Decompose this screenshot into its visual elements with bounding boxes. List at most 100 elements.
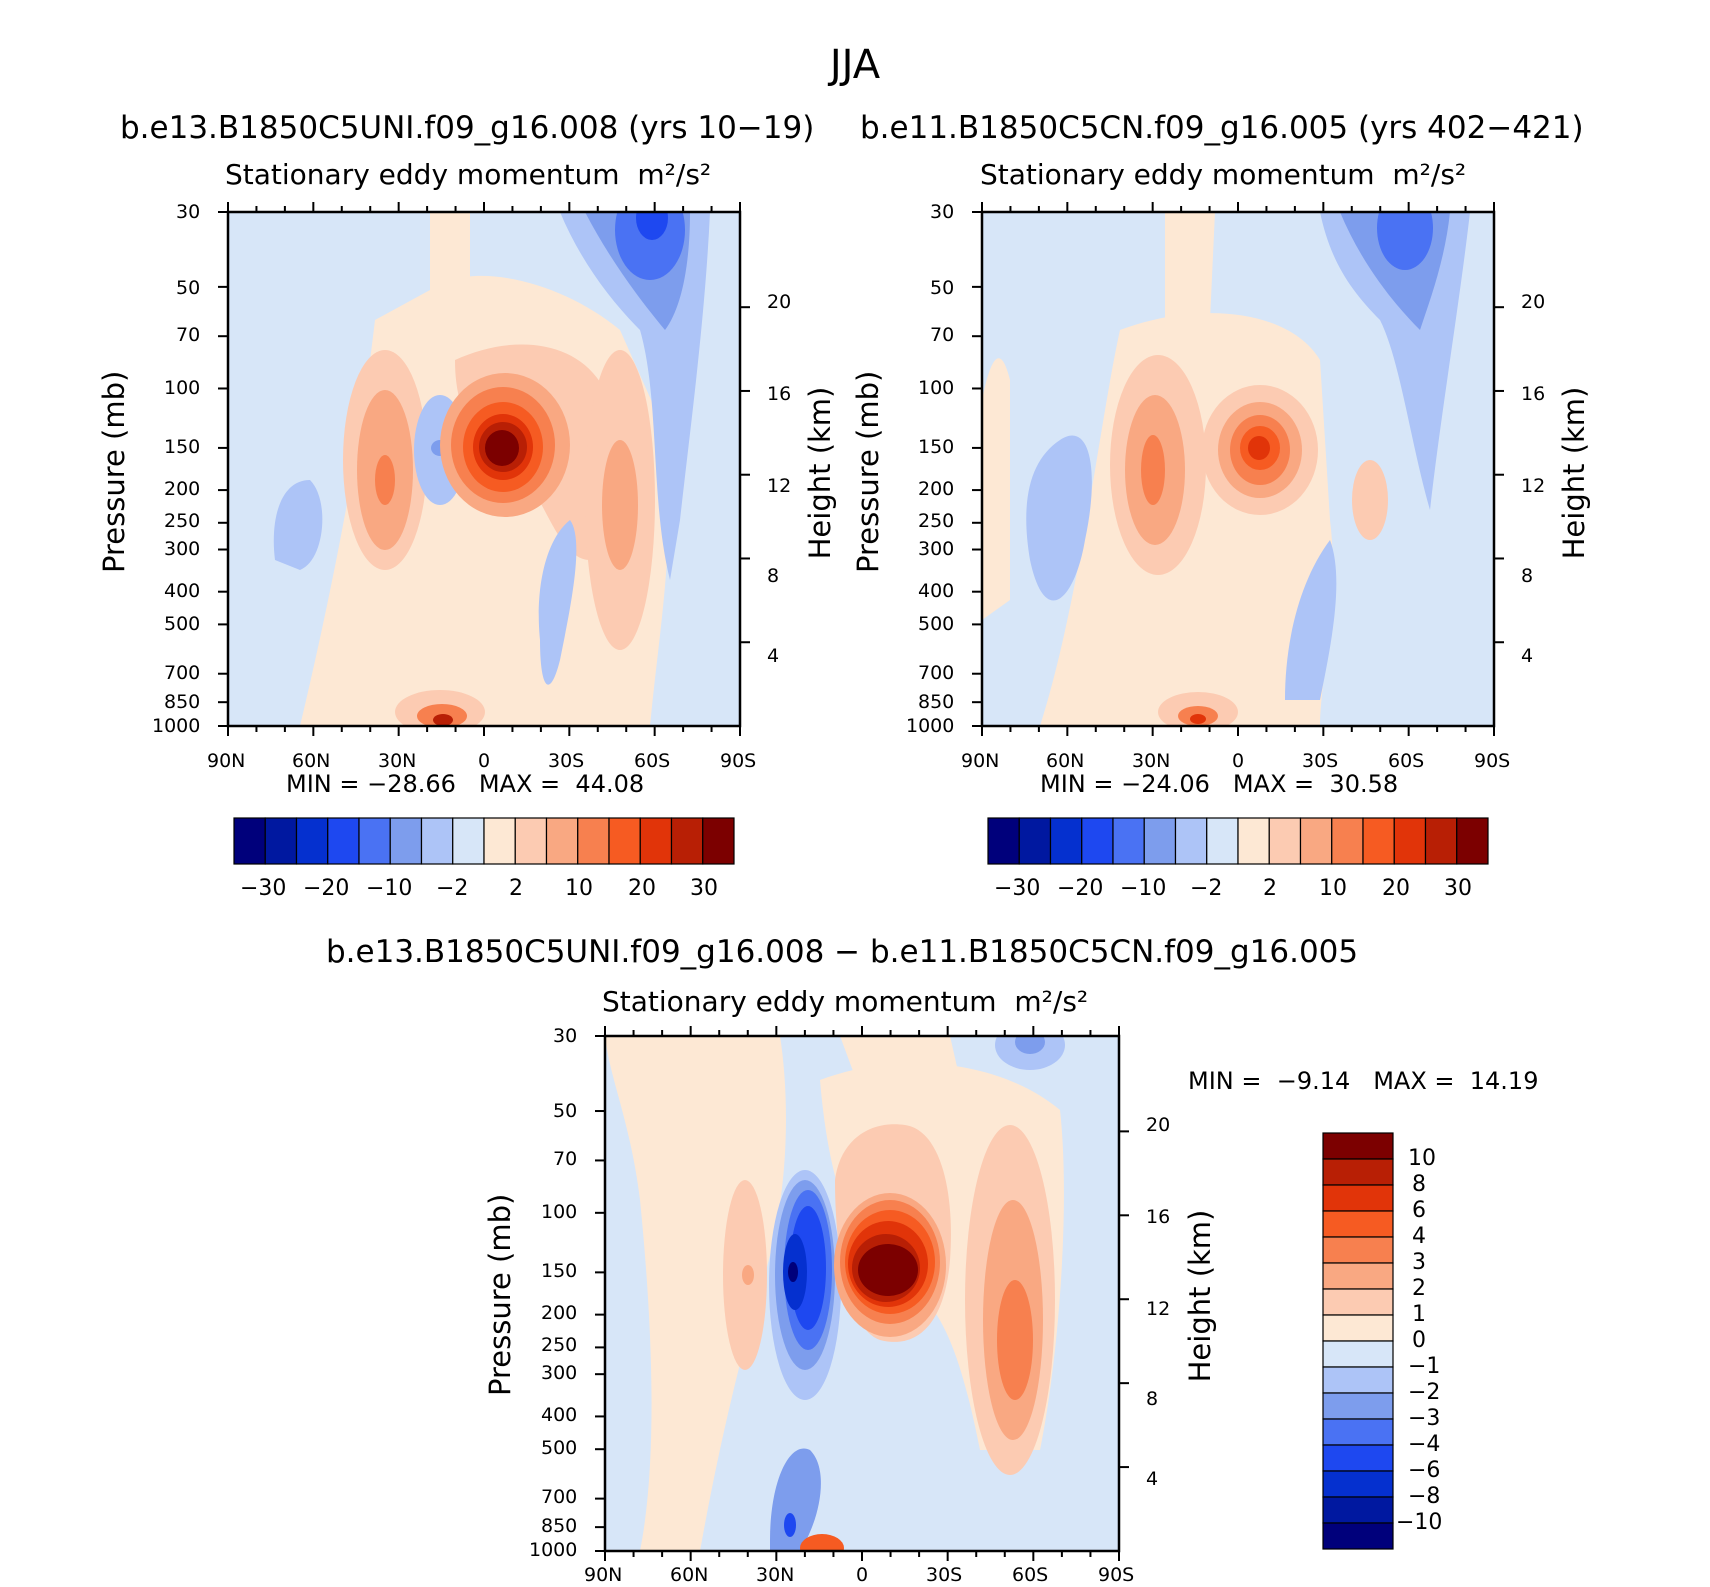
case-colorbar-label: 10 — [565, 876, 593, 901]
diff-colorbar-label: −8 — [1408, 1484, 1441, 1509]
control-y-tick: 200 — [918, 478, 955, 500]
control-min-value: −24.06 — [1121, 770, 1210, 798]
diff-y-tick: 850 — [541, 1515, 578, 1537]
colorbar-swatch — [1322, 1184, 1394, 1212]
colorbar-swatch — [987, 817, 1020, 865]
control-colorbar-label: 30 — [1444, 876, 1472, 901]
case-colorbar-label: 20 — [628, 876, 656, 901]
diff-x-tick: 60N — [670, 1564, 709, 1586]
colorbar-swatch — [1237, 817, 1270, 865]
control-y-tick: 150 — [918, 436, 955, 458]
control-plot-units: m²/s² — [1392, 158, 1467, 191]
diff-stats: MIN = −9.14 MAX = 14.19 — [1188, 1067, 1538, 1095]
diff-contour-equator-max — [858, 1244, 918, 1296]
diff-y-tick: 300 — [541, 1362, 578, 1384]
case-x-tick: 30S — [548, 750, 585, 772]
control-contour-surface-hotspot-max — [1190, 714, 1206, 724]
diff-colorbar-label: 0 — [1412, 1328, 1426, 1353]
control-max-value: 30.58 — [1329, 770, 1399, 798]
colorbar-swatch — [1456, 817, 1489, 865]
diff-y-tick: 50 — [553, 1100, 578, 1122]
diff-plot-title: Stationary eddy momentum m²/s² — [602, 985, 1088, 1018]
colorbar-swatch — [1393, 817, 1427, 865]
control-contour-45s-lobe — [1352, 460, 1388, 540]
diff-min-label: MIN = — [1188, 1067, 1262, 1095]
diff-contour-25n-min — [788, 1262, 798, 1282]
case-y2-tick: 12 — [767, 475, 792, 497]
diff-plot-title-text: Stationary eddy momentum — [602, 985, 997, 1018]
diff-colorbar-label: −2 — [1408, 1380, 1441, 1405]
case-y-tick: 1000 — [152, 715, 201, 737]
diff-colorbar-label: 8 — [1412, 1172, 1426, 1197]
case-y-tick: 500 — [164, 613, 201, 635]
case-colorbar-label: −30 — [240, 876, 287, 901]
control-y2-tick: 8 — [1521, 565, 1534, 587]
colorbar-swatch — [1018, 817, 1052, 865]
case-contour-positive-upper — [430, 212, 470, 320]
colorbar-swatch — [1424, 817, 1458, 865]
case-contour-30n-core-max — [375, 455, 395, 505]
control-run-title: b.e11.B1850C5CN.f09_g16.005 (yrs 402−421… — [860, 110, 1584, 146]
case-contour-equator-max — [485, 430, 519, 466]
case-y-tick: 70 — [176, 324, 201, 346]
diff-y2-tick: 12 — [1146, 1298, 1171, 1320]
diff-y2-tick: 4 — [1146, 1468, 1159, 1490]
control-x-tick: 90S — [1474, 750, 1511, 772]
case-y-tick: 150 — [164, 436, 201, 458]
diff-run-title: b.e13.B1850C5UNI.f09_g16.008 − b.e11.B18… — [326, 934, 1359, 970]
diff-y-tick: 1000 — [529, 1539, 578, 1561]
diff-y-tick: 250 — [541, 1334, 578, 1356]
colorbar-swatch — [1322, 1158, 1394, 1186]
case-stats: MIN = −28.66 MAX = 44.08 — [286, 770, 644, 798]
colorbar-swatch — [1081, 817, 1114, 865]
diff-contour-fills — [605, 1036, 1119, 1551]
case-x-tick: 0 — [478, 750, 491, 772]
case-run-title: b.e13.B1850C5UNI.f09_g16.008 (yrs 10−19) — [120, 110, 815, 146]
control-x-tick: 60S — [1388, 750, 1425, 772]
colorbar-swatch — [1174, 817, 1208, 865]
colorbar-swatch — [1322, 1444, 1394, 1472]
control-y-tick: 400 — [918, 580, 955, 602]
colorbar-swatch — [702, 817, 735, 865]
colorbar-swatch — [1322, 1392, 1394, 1420]
diff-plot-units: m²/s² — [1014, 985, 1089, 1018]
diff-y-tick: 500 — [541, 1437, 578, 1459]
diff-x-tick: 90N — [584, 1564, 623, 1586]
colorbar-swatch — [1322, 1522, 1394, 1550]
diff-axis-ticks — [595, 1026, 1129, 1561]
case-y-tick: 30 — [176, 201, 201, 223]
case-y-tick: 300 — [164, 538, 201, 560]
colorbar-swatch — [1322, 1314, 1394, 1342]
diff-x-tick: 30S — [926, 1564, 963, 1586]
diff-colorbar-label: 2 — [1412, 1276, 1426, 1301]
diff-y2-tick: 16 — [1146, 1206, 1171, 1228]
control-axis-ticks — [972, 202, 1504, 736]
case-y-tick: 400 — [164, 580, 201, 602]
control-x-tick: 90N — [961, 750, 1000, 772]
control-colorbar-label: 2 — [1263, 876, 1277, 901]
case-x-tick: 30N — [378, 750, 417, 772]
control-y-tick: 500 — [918, 613, 955, 635]
diff-colorbar-label: 3 — [1412, 1250, 1426, 1275]
case-plot-title: Stationary eddy momentum m²/s² — [225, 158, 711, 191]
diff-colorbar-label: −10 — [1396, 1510, 1443, 1535]
control-plot-title-text: Stationary eddy momentum — [980, 158, 1375, 191]
diff-y-tick: 30 — [553, 1025, 578, 1047]
diff-min-value: −9.14 — [1276, 1067, 1351, 1095]
diff-colorbar-label: −6 — [1408, 1458, 1441, 1483]
control-plot-title: Stationary eddy momentum m²/s² — [980, 158, 1466, 191]
case-colorbar-label: −2 — [436, 876, 469, 901]
control-max-label: MAX = — [1232, 770, 1315, 798]
control-x-tick: 0 — [1232, 750, 1245, 772]
colorbar-swatch — [545, 817, 579, 865]
case-contour-60s-negative-3 — [615, 212, 685, 280]
diff-colorbar-label: 4 — [1412, 1224, 1426, 1249]
colorbar-swatch — [639, 817, 673, 865]
diff-colorbar-label: −4 — [1408, 1432, 1441, 1457]
case-x-tick: 60S — [634, 750, 671, 772]
control-x-tick: 30N — [1132, 750, 1171, 772]
case-colorbar-label: −20 — [303, 876, 350, 901]
control-colorbar-label: −2 — [1190, 876, 1223, 901]
control-stats: MIN = −24.06 MAX = 30.58 — [1040, 770, 1398, 798]
